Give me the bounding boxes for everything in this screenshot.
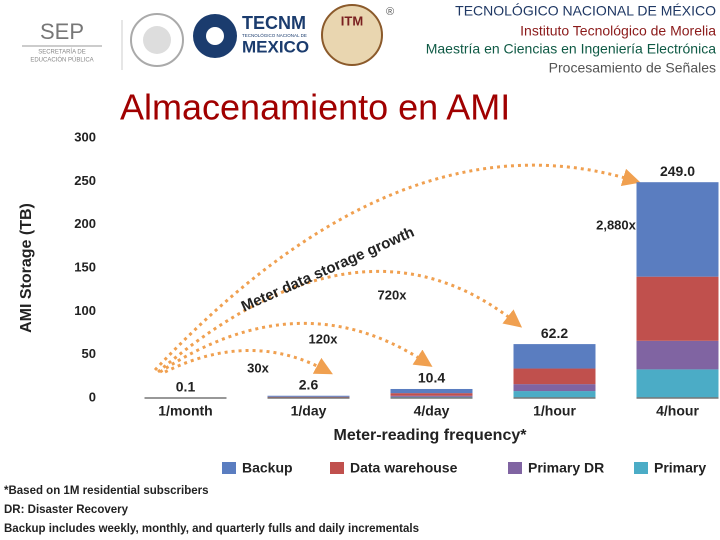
bar-segment: [513, 344, 596, 369]
footnote: DR: Disaster Recovery: [4, 504, 129, 516]
bar-segment: [636, 276, 719, 341]
tecnm-sub: TECNOLÓGICO NACIONAL DE: [242, 32, 307, 38]
y-tick-label: 300: [74, 129, 96, 144]
bar-segment: [636, 369, 719, 398]
total-label: 2.6: [299, 376, 319, 392]
y-tick-label: 100: [74, 303, 96, 318]
sep-logo: SEP: [40, 19, 84, 44]
footnote: Backup includes weekly, monthly, and qua…: [4, 523, 419, 535]
total-label: 0.1: [176, 379, 196, 395]
bar-segment: [267, 396, 350, 398]
x-axis-label: Meter-reading frequency*: [334, 427, 528, 444]
legend-swatch: [330, 462, 344, 474]
bar-segment: [636, 340, 719, 370]
itm-text: ITM: [341, 13, 363, 28]
sep-sub: SECRETARÍA DE: [38, 49, 86, 56]
header-line: TECNOLÓGICO NACIONAL DE MÉXICO: [455, 3, 716, 19]
bar-segment: [390, 395, 473, 397]
bar-segment: [513, 368, 596, 385]
y-tick-label: 0: [89, 389, 96, 404]
legend-swatch: [508, 462, 522, 474]
legend-label: Primary: [654, 460, 706, 476]
x-tick-label: 4/day: [414, 403, 450, 419]
growth-factor: 30x: [247, 360, 269, 375]
y-tick-label: 250: [74, 173, 96, 188]
sep-sub: EDUCACIÓN PÚBLICA: [30, 57, 93, 64]
x-tick-label: 4/hour: [656, 403, 699, 419]
y-tick-label: 150: [74, 259, 96, 274]
growth-factor: 2,880x: [596, 217, 637, 232]
bar-segment: [390, 393, 473, 396]
growth-factor: 720x: [378, 287, 408, 302]
legend-label: Backup: [242, 460, 293, 476]
x-tick-label: 1/day: [291, 403, 327, 419]
y-tick-label: 50: [82, 346, 96, 361]
slide-title: Almacenamiento en AMI: [120, 87, 510, 128]
bar-segment: [513, 384, 596, 392]
legend-swatch: [634, 462, 648, 474]
bar-segment: [390, 388, 473, 394]
seal: [130, 13, 184, 67]
x-tick-label: 1/hour: [533, 403, 576, 419]
header-line: Procesamiento de Señales: [549, 60, 716, 76]
itm-logo: [321, 4, 383, 66]
total-label: 62.2: [541, 325, 568, 341]
legend-label: Data warehouse: [350, 460, 458, 476]
legend-swatch: [222, 462, 236, 474]
x-tick-label: 1/month: [158, 403, 212, 419]
total-label: 10.4: [418, 370, 445, 386]
y-axis-label: AMI Storage (TB): [18, 203, 35, 333]
bar-segment: [267, 395, 350, 397]
header-line: Maestría en Ciencias en Ingeniería Elect…: [426, 41, 716, 57]
y-tick-label: 200: [74, 216, 96, 231]
tecnm-gear: [206, 27, 224, 45]
total-label: 249.0: [660, 163, 695, 179]
growth-arrows: [153, 163, 641, 375]
bar-segment: [636, 182, 719, 277]
tecnm-mexico: MEXICO: [242, 37, 309, 56]
bar-segment: [513, 391, 596, 398]
registered: ®: [386, 6, 394, 18]
tecnm-text: TECNM: [242, 13, 306, 33]
header-line: Instituto Tecnológico de Morelia: [520, 23, 716, 39]
legend-label: Primary DR: [528, 460, 604, 476]
footnote: *Based on 1M residential subscribers: [4, 485, 209, 497]
growth-factor: 120x: [309, 331, 339, 346]
seal: [143, 26, 171, 54]
